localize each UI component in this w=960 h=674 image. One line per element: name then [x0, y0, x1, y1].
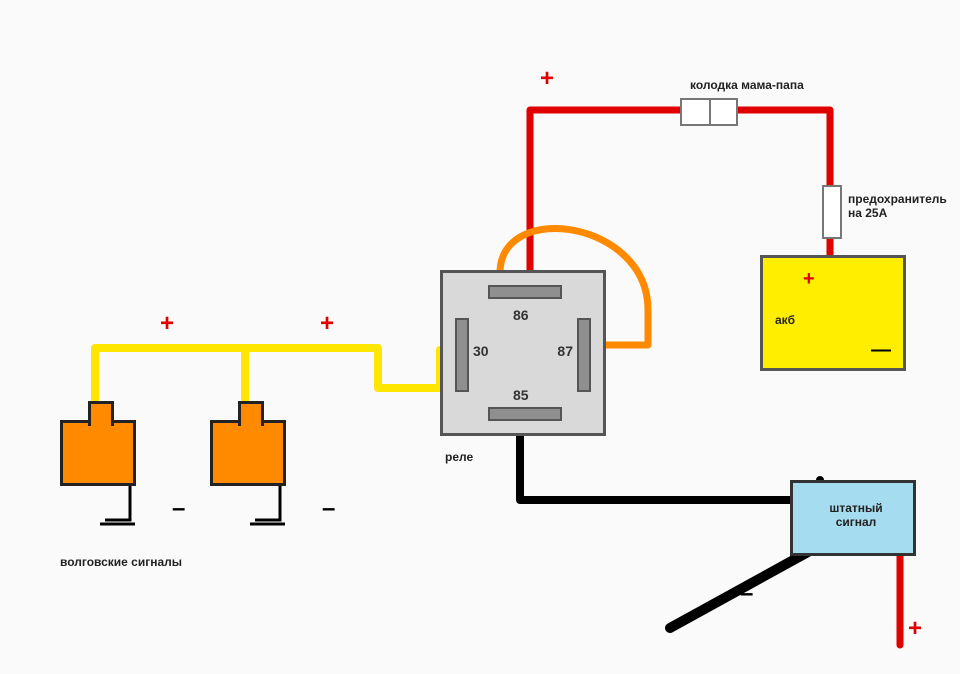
pin-label-87: 87 — [557, 343, 573, 359]
fuse — [822, 185, 842, 239]
battery: + акб — — [760, 255, 906, 371]
fuse-label: предохранитель на 25A — [848, 192, 958, 221]
battery-plus: + — [803, 268, 815, 291]
minus-stock: – — [740, 580, 753, 608]
diagram-canvas: 86 85 30 87 реле колодка мама-папа предо… — [0, 0, 960, 674]
relay-pin-87 — [577, 318, 591, 392]
horns-label: волговские сигналы — [60, 555, 182, 569]
connector-label: колодка мама-папа — [690, 78, 804, 92]
battery-minus: — — [871, 339, 891, 362]
minus-horn-2: – — [322, 495, 335, 523]
plus-yellow-1: + — [160, 310, 174, 338]
plus-relay-top: + — [540, 65, 554, 93]
plus-stock: + — [908, 615, 922, 643]
connector — [680, 98, 738, 126]
relay-label: реле — [445, 450, 473, 464]
stock-signal-label: штатный сигнал — [811, 501, 901, 530]
stock-signal: штатный сигнал — [790, 480, 916, 556]
minus-horn-1: – — [172, 495, 185, 523]
relay-pin-85 — [488, 407, 562, 421]
pin-label-30: 30 — [473, 343, 489, 359]
pin-label-86: 86 — [513, 307, 529, 323]
plus-yellow-2: + — [320, 310, 334, 338]
relay: 86 85 30 87 — [440, 270, 606, 436]
relay-pin-86 — [488, 285, 562, 299]
pin-label-85: 85 — [513, 387, 529, 403]
horn-2 — [210, 420, 286, 486]
relay-pin-30 — [455, 318, 469, 392]
horn-1 — [60, 420, 136, 486]
battery-label: акб — [775, 313, 795, 327]
